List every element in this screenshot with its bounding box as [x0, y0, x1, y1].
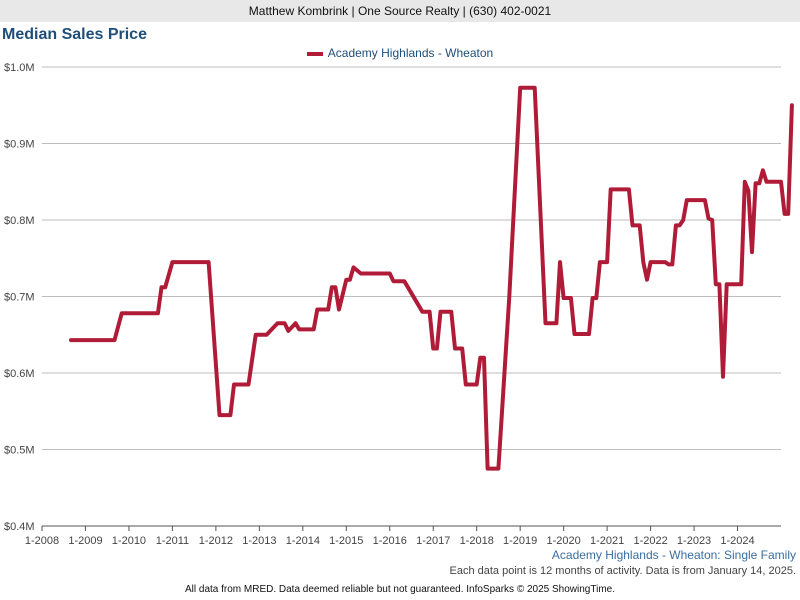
x-tick-label: 1-2010	[112, 535, 146, 547]
chart-title: Median Sales Price	[2, 26, 147, 43]
y-tick-label: $0.4M	[4, 521, 35, 533]
x-tick-label: 1-2009	[68, 535, 102, 547]
x-tick-label: 1-2024	[720, 535, 754, 547]
x-tick-label: 1-2008	[25, 535, 59, 547]
footer-disclaimer: All data from MRED. Data deemed reliable…	[184, 584, 615, 595]
x-tick-label: 1-2017	[416, 535, 450, 547]
x-tick-label: 1-2013	[242, 535, 276, 547]
x-tick-label: 1-2015	[329, 535, 363, 547]
legend: Academy Highlands - Wheaton	[0, 46, 800, 60]
agent-header: Matthew Kombrink | One Source Realty | (…	[0, 0, 800, 22]
y-tick-label: $0.6M	[4, 368, 35, 380]
x-tick-label: 1-2019	[503, 535, 537, 547]
y-tick-label: $1.0M	[4, 62, 35, 74]
x-tick-label: 1-2023	[677, 535, 711, 547]
x-tick-label: 1-2012	[199, 535, 233, 547]
series-line	[69, 85, 794, 471]
x-tick-label: 1-2021	[590, 535, 624, 547]
y-tick-label: $0.5M	[4, 445, 35, 457]
data-note: Each data point is 12 months of activity…	[449, 565, 796, 577]
legend-label: Academy Highlands - Wheaton	[327, 46, 494, 60]
x-tick-label: 1-2014	[286, 535, 320, 547]
x-tick-label: 1-2016	[373, 535, 407, 547]
y-tick-label: $0.7M	[4, 292, 35, 304]
x-tick-label: 1-2018	[460, 535, 494, 547]
chart-subtitle: Academy Highlands - Wheaton: Single Fami…	[551, 548, 796, 562]
y-tick-label: $0.9M	[4, 139, 35, 151]
x-tick-label: 1-2022	[633, 535, 667, 547]
x-tick-label: 1-2011	[156, 535, 189, 547]
y-tick-label: $0.8M	[4, 215, 35, 227]
legend-swatch	[306, 51, 323, 56]
x-tick-label: 1-2020	[547, 535, 581, 547]
